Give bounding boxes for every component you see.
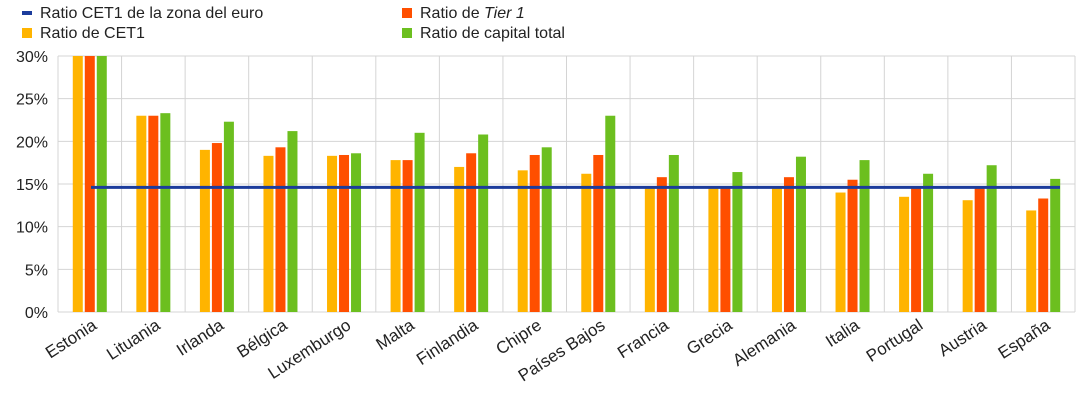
bar-austria-series-2 bbox=[974, 187, 985, 312]
bar-alemania-series-1 bbox=[771, 187, 782, 312]
x-tick-label: Italia bbox=[822, 315, 863, 351]
bar-francia-series-1 bbox=[644, 187, 655, 312]
bar-austria-series-1 bbox=[962, 200, 973, 312]
x-tick-label: Finlandia bbox=[413, 315, 482, 369]
bar-chipre-series-3 bbox=[541, 147, 552, 312]
bar-italia-series-1 bbox=[835, 192, 846, 312]
legend-label: Ratio CET1 de la zona del euro bbox=[40, 5, 263, 22]
bar-estonia-series-3 bbox=[96, 56, 107, 312]
bar-alemania-series-2 bbox=[783, 177, 794, 312]
bar-bélgica-series-2 bbox=[275, 147, 286, 312]
legend-square-marker bbox=[22, 28, 32, 38]
x-tick-label: Estonia bbox=[42, 315, 100, 362]
bar-chipre-series-2 bbox=[529, 154, 540, 312]
bar-malta-series-1 bbox=[390, 160, 401, 312]
legend-label: Ratio de capital total bbox=[420, 25, 565, 42]
bar-luxemburgo-series-2 bbox=[339, 154, 350, 312]
bar-españa-series-2 bbox=[1038, 198, 1049, 312]
legend-line-marker bbox=[22, 11, 32, 15]
x-tick-label: Malta bbox=[373, 315, 419, 354]
bar-francia-series-2 bbox=[656, 177, 667, 312]
y-tick-label: 0% bbox=[25, 305, 48, 322]
bar-estonia-series-1 bbox=[72, 56, 83, 312]
y-axis: 0% 5% 10% 15% 20% 25% 30% bbox=[16, 49, 48, 322]
x-tick-label: Austria bbox=[935, 315, 990, 360]
y-tick-label: 15% bbox=[16, 177, 48, 194]
bar-luxemburgo-series-1 bbox=[327, 155, 338, 312]
y-tick-label: 25% bbox=[16, 92, 48, 109]
bar-lituania-series-1 bbox=[136, 115, 147, 312]
legend: Ratio CET1 de la zona del euro Ratio de C… bbox=[22, 5, 565, 42]
bar-francia-series-3 bbox=[668, 154, 679, 312]
bar-irlanda-series-3 bbox=[223, 121, 234, 312]
bar-españa-series-1 bbox=[1026, 210, 1037, 312]
bar-estonia-series-2 bbox=[84, 56, 95, 312]
x-tick-label: España bbox=[995, 315, 1054, 363]
bar-grecia-series-2 bbox=[720, 188, 731, 312]
bar-países-bajos-series-3 bbox=[605, 115, 616, 312]
bar-lituania-series-2 bbox=[148, 115, 159, 312]
legend-label: Ratio de Tier 1 bbox=[420, 5, 525, 22]
y-tick-label: 5% bbox=[25, 262, 48, 279]
bar-irlanda-series-1 bbox=[199, 149, 210, 312]
bar-finlandia-series-3 bbox=[478, 134, 489, 312]
y-tick-label: 30% bbox=[16, 49, 48, 66]
bar-países-bajos-series-2 bbox=[593, 154, 604, 312]
x-tick-label: Chipre bbox=[493, 315, 545, 358]
bar-grecia-series-3 bbox=[732, 172, 743, 312]
x-tick-label: Alemania bbox=[729, 315, 799, 370]
bar-grecia-series-1 bbox=[708, 188, 719, 312]
legend-label: Ratio de CET1 bbox=[40, 25, 145, 42]
y-tick-label: 20% bbox=[16, 134, 48, 151]
bar-luxemburgo-series-3 bbox=[351, 153, 362, 312]
x-tick-label: Grecia bbox=[683, 315, 736, 359]
bar-italia-series-3 bbox=[859, 160, 870, 312]
bar-finlandia-series-2 bbox=[466, 153, 477, 312]
bar-bélgica-series-3 bbox=[287, 131, 298, 312]
bar-alemania-series-3 bbox=[795, 156, 806, 312]
bar-países-bajos-series-1 bbox=[581, 173, 592, 312]
bar-irlanda-series-2 bbox=[211, 143, 222, 312]
bar-lituania-series-3 bbox=[160, 113, 171, 312]
bar-finlandia-series-1 bbox=[454, 166, 465, 312]
x-tick-label: Francia bbox=[614, 315, 672, 362]
legend-square-marker bbox=[402, 28, 412, 38]
bars bbox=[72, 56, 1061, 312]
bar-portugal-series-2 bbox=[911, 187, 922, 312]
legend-square-marker bbox=[402, 8, 412, 18]
bar-malta-series-3 bbox=[414, 132, 425, 312]
bar-chipre-series-1 bbox=[517, 170, 528, 312]
bar-portugal-series-1 bbox=[899, 196, 910, 312]
x-tick-label: Portugal bbox=[863, 315, 926, 365]
bar-malta-series-2 bbox=[402, 160, 413, 312]
x-tick-label: Irlanda bbox=[173, 315, 227, 360]
bar-portugal-series-3 bbox=[923, 173, 934, 312]
x-tick-label: Lituania bbox=[103, 315, 164, 364]
y-tick-label: 10% bbox=[16, 220, 48, 237]
bar-austria-series-3 bbox=[986, 165, 997, 312]
bar-españa-series-3 bbox=[1050, 178, 1061, 312]
bar-bélgica-series-1 bbox=[263, 155, 274, 312]
bar-italia-series-2 bbox=[847, 179, 858, 312]
grid bbox=[57, 55, 1076, 313]
